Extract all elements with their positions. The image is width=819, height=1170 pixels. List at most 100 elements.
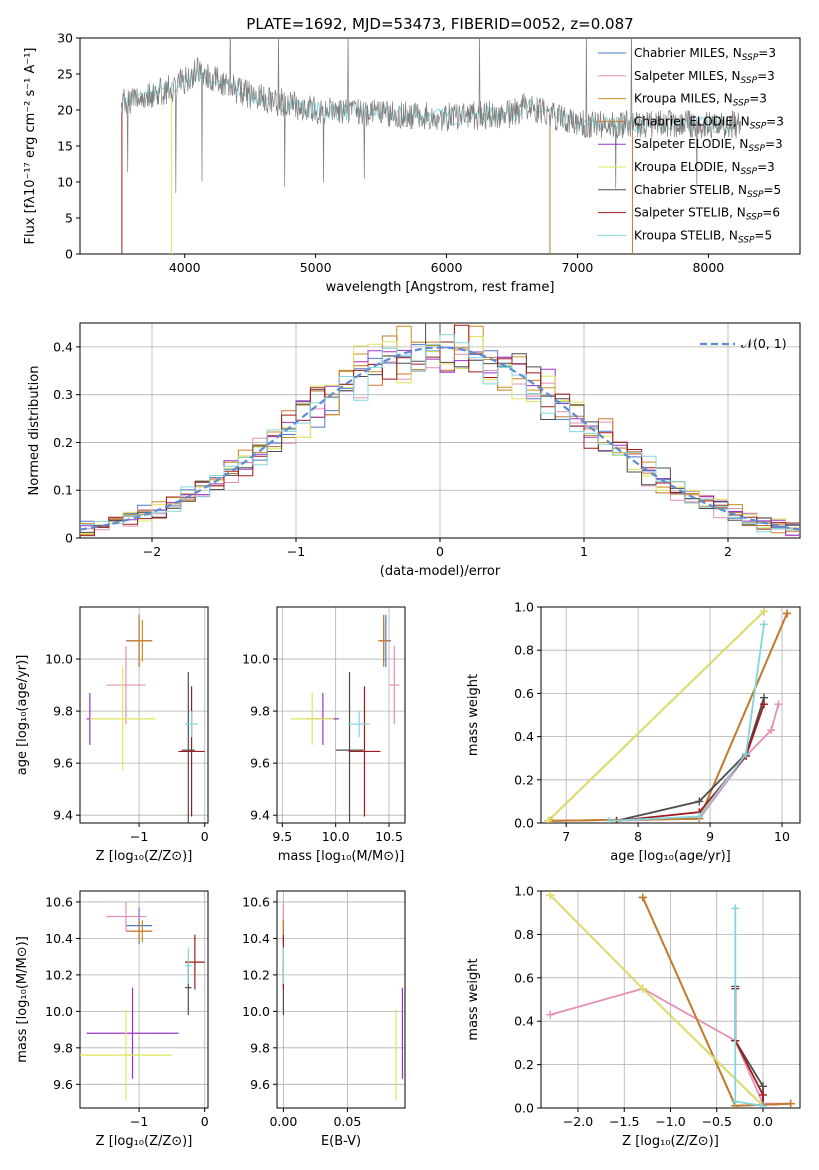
- y-tick-label: 0.4: [514, 1014, 534, 1029]
- y-tick-label: 9.8: [53, 704, 73, 719]
- mass-weight-marker: [759, 1090, 767, 1099]
- normal-curve: [80, 346, 800, 531]
- y-tick-label: 10.0: [45, 652, 73, 667]
- x-tick-label: 0.05: [333, 1114, 361, 1129]
- y-tick-label: 9.8: [250, 704, 270, 719]
- legend-label-sub: SSP: [741, 167, 758, 177]
- axes-mass_weight_vs_Z: −2.0 −1.5 −1.0 −0.5 0.0 0.0 0.2 0.4 0.6 0.8 1.0 Z […: [466, 884, 801, 1149]
- mass-weight-marker: [786, 1099, 795, 1108]
- errorbar-series: [86, 614, 205, 823]
- y-tick-label: 0.1: [53, 483, 73, 498]
- legend-label-text: Chabrier MILES, N: [634, 46, 742, 60]
- legend-label-tail: =3: [765, 137, 783, 151]
- legend-label-text: Chabrier ELODIE, N: [634, 114, 750, 128]
- x-tick-label: 0: [201, 829, 209, 844]
- errorbar-series: [282, 901, 404, 1101]
- y-tick-label: 10.0: [45, 1004, 73, 1019]
- x-tick-label: 9.5: [272, 829, 292, 844]
- histogram-series: [80, 323, 800, 537]
- y-tick-label: 10.0: [242, 1004, 270, 1019]
- axes-frame: [540, 890, 801, 1109]
- x-tick-label: 4000: [169, 260, 201, 275]
- axes-mass_weight_vs_age: 7 8 9 10 0.0 0.2 0.4 0.6 0.8 1.0 age [log₁₀(age/yr…: [466, 600, 801, 864]
- x-tick-label: −1.0: [655, 1114, 685, 1129]
- legend-label-text: Salpeter MILES, N: [634, 69, 741, 83]
- mass-weight-marker: [544, 816, 553, 823]
- x-tick-label: −1: [130, 1114, 148, 1129]
- mass-weight-marker: [638, 984, 647, 993]
- axes-frame: [79, 37, 801, 255]
- y-tick-label: 0.4: [514, 729, 534, 744]
- x-tick-label: 5000: [300, 260, 332, 275]
- legend-label-tail: =5: [764, 183, 782, 197]
- histogram-step-line: [80, 324, 800, 537]
- mass-weight-marker: [546, 1010, 555, 1019]
- y-tick-label: 5: [65, 211, 73, 226]
- x-tick-label: 1: [580, 544, 588, 559]
- y-tick-label: 0.6: [514, 970, 534, 985]
- legend-label-sub: SSP: [733, 99, 750, 109]
- y-tick-label: 10.2: [45, 967, 73, 982]
- x-tick-label: 7: [562, 829, 570, 844]
- mass-weight-marker: [760, 620, 769, 629]
- legend-label: Salpeter MILES, NSSP=3: [634, 69, 775, 86]
- legend-label-tail: =3: [757, 69, 775, 83]
- legend-label: Chabrier MILES, NSSP=3: [634, 46, 776, 63]
- x-axis-label: wavelength [Angstrom, rest frame]: [326, 280, 555, 295]
- mass-weight-marker: [605, 816, 614, 823]
- x-tick-label: 9: [706, 829, 714, 844]
- y-tick-label: 9.6: [53, 756, 73, 771]
- legend-label: Chabrier STELIB, NSSP=5: [634, 183, 781, 200]
- y-tick-label: 10.4: [45, 931, 73, 946]
- y-tick-label: 0.3: [53, 387, 73, 402]
- spectrum-series: [121, 38, 742, 254]
- y-tick-label: 9.6: [250, 1077, 270, 1092]
- x-axis-label: age [log₁₀(age/yr)]: [610, 849, 731, 864]
- y-tick-label: 0.8: [514, 643, 534, 658]
- legend-label-sub: SSP: [748, 144, 765, 154]
- axes-frame: [276, 606, 406, 824]
- x-tick-label: 2: [724, 544, 732, 559]
- y-tick-label: 10.4: [242, 931, 270, 946]
- x-tick-label: −1: [287, 544, 305, 559]
- y-tick-label: 1.0: [514, 600, 534, 615]
- legend-label-text: Salpeter STELIB, N: [634, 206, 746, 220]
- mass-weight-marker: [783, 609, 792, 618]
- legend-label: Kroupa STELIB, NSSP=5: [634, 228, 772, 245]
- axes-frame: [79, 606, 209, 824]
- legend-label-tail: =6: [762, 206, 780, 220]
- x-tick-label: 0: [436, 544, 444, 559]
- x-axis-label: (data-model)/error: [380, 564, 501, 579]
- axes-age_vs_Z: −1 0 9.4 9.6 9.8 10.0 Z [log₁₀(Z/Z⊙)] age [log₁…: [15, 606, 209, 864]
- legend-label-text: Salpeter ELODIE, N: [634, 137, 748, 151]
- axes-mass_vs_ebv: 0.00 0.05 9.6 9.8 10.0 10.2 10.4 10.6 E(B-V): [242, 890, 406, 1149]
- legend-label-sub: SSP: [747, 190, 764, 200]
- data-spectrum-line: [121, 38, 742, 193]
- mass-weight-marker: [774, 700, 783, 709]
- y-tick-label: 9.8: [250, 1040, 270, 1055]
- y-tick-label: 0.6: [514, 686, 534, 701]
- legend-label-sub: SSP: [742, 53, 759, 63]
- y-tick-label: 20: [57, 103, 73, 118]
- axes-frame: [79, 890, 209, 1109]
- mass-weight-marker: [731, 904, 740, 913]
- legend-label: 𝒩(0, 1): [741, 336, 787, 351]
- x-tick-label: 0: [201, 1114, 209, 1129]
- y-axis-label: mass weight: [466, 958, 481, 1040]
- y-tick-label: 15: [57, 139, 73, 154]
- y-axis-label: Normed distribution: [27, 366, 42, 496]
- x-tick-label: −1.5: [609, 1114, 639, 1129]
- mass-weight-marker: [767, 726, 776, 735]
- mass-weight-line: [734, 908, 764, 1107]
- x-tick-label: 8000: [692, 260, 724, 275]
- axes-spectrum: 4000 5000 6000 7000 8000 0 5 10 15 20 25 30 waveleng…: [23, 31, 801, 295]
- x-tick-label: 0.00: [269, 1114, 297, 1129]
- y-tick-label: 0.0: [514, 816, 534, 831]
- figure-title: PLATE=1692, MJD=53473, FIBERID=0052, z=0…: [246, 15, 633, 33]
- mass-weight-line: [609, 624, 765, 822]
- y-tick-label: 10.6: [242, 894, 270, 909]
- y-tick-label: 25: [57, 67, 73, 82]
- y-tick-label: 9.6: [250, 756, 270, 771]
- errorbar-series: [80, 901, 205, 1101]
- y-axis-label: mass weight: [466, 674, 481, 756]
